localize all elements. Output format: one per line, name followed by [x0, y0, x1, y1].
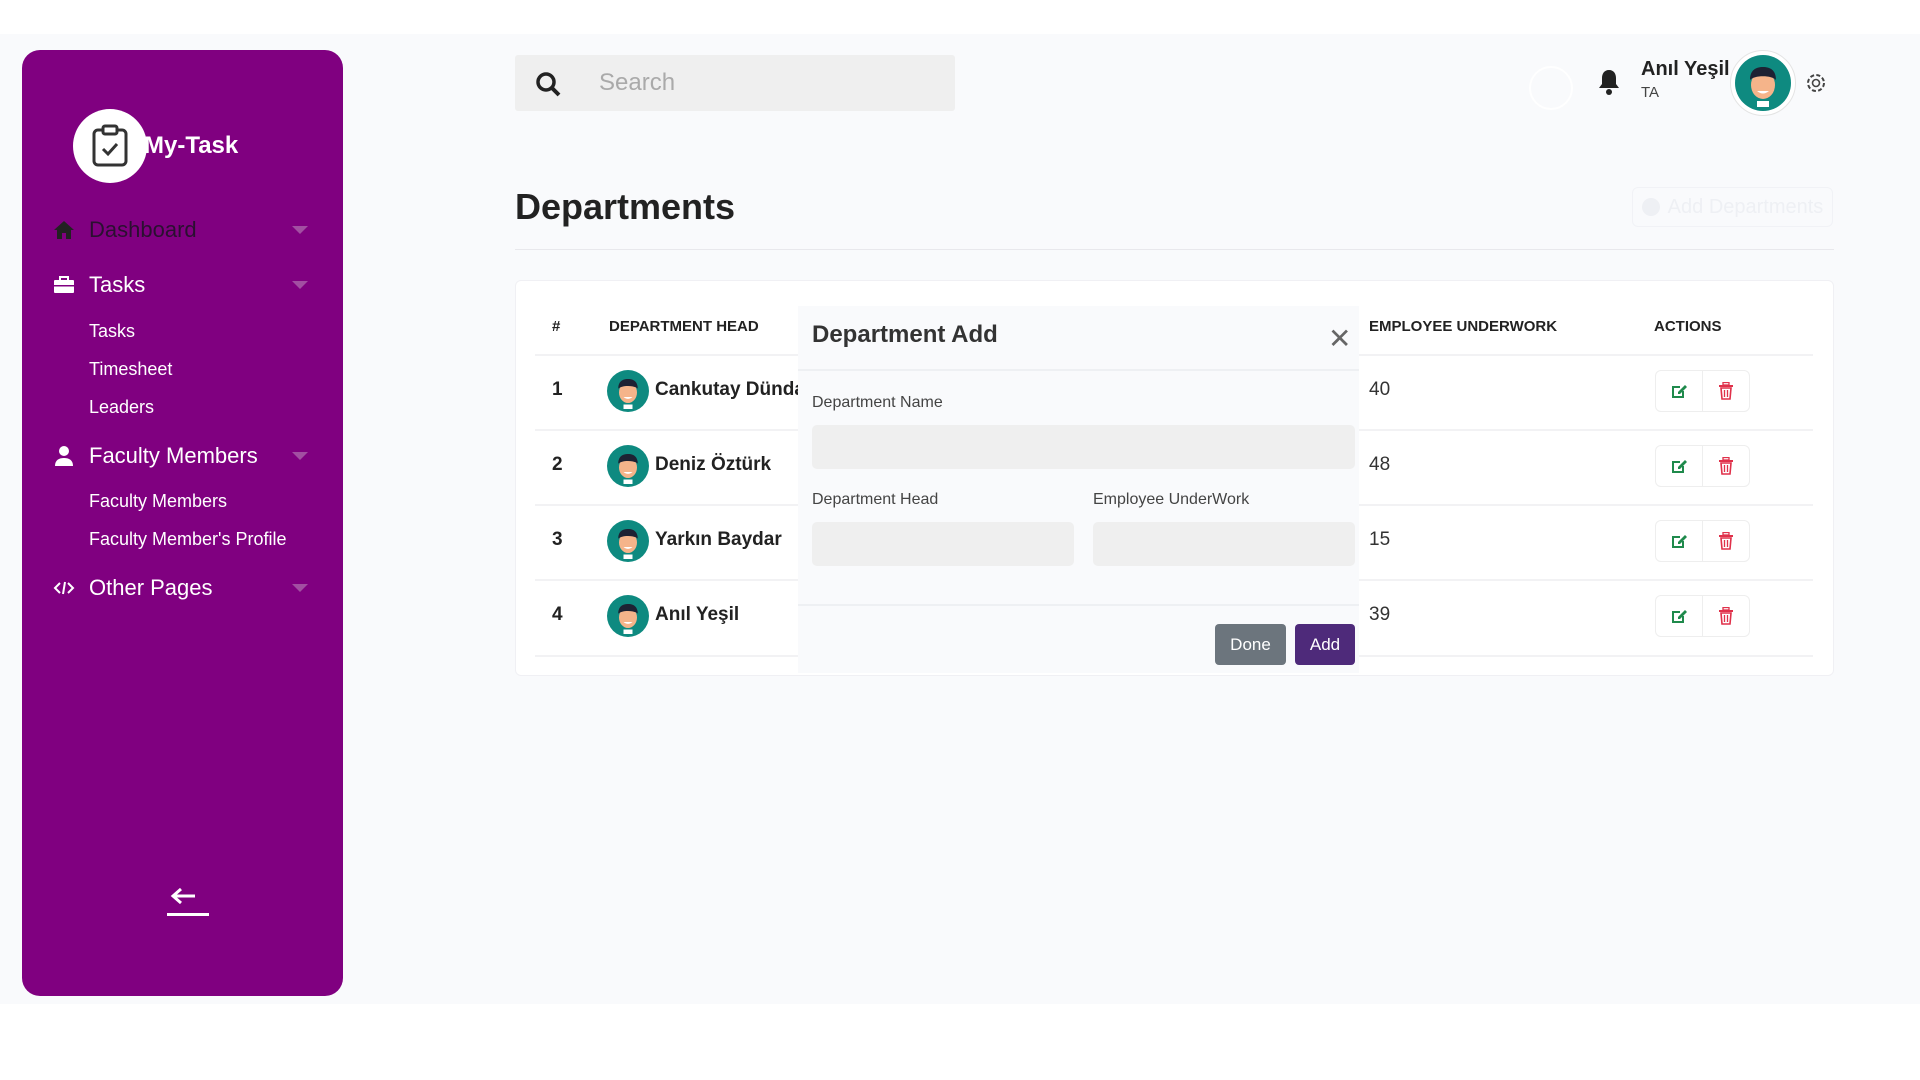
user-name: Anıl Yeşil — [1641, 58, 1730, 80]
add-departments-button[interactable]: Add Departments — [1632, 187, 1833, 227]
avatar — [607, 370, 649, 412]
row-number: 2 — [552, 454, 563, 475]
trash-icon[interactable] — [1703, 521, 1749, 561]
department-head-name: Yarkın Baydar — [655, 529, 782, 550]
sidebar: My-Task Dashboard Tasks Tasks Timesheet … — [22, 50, 343, 996]
row-number: 3 — [552, 529, 563, 550]
logo[interactable] — [73, 109, 147, 183]
department-add-modal: Department Add ✕ Department Name Departm… — [798, 306, 1359, 673]
avatar — [607, 520, 649, 562]
sidebar-item-label: Faculty Members — [89, 443, 258, 468]
bell-icon[interactable] — [1597, 68, 1621, 101]
gear-icon[interactable] — [1804, 71, 1828, 100]
plus-circle-icon — [1641, 198, 1660, 216]
row-actions — [1655, 445, 1750, 487]
divider — [798, 604, 1359, 606]
modal-title: Department Add — [812, 321, 998, 348]
column-header-actions: ACTIONS — [1654, 318, 1722, 335]
department-head-name: Anıl Yeşil — [655, 604, 740, 625]
employee-underwork-count: 40 — [1369, 379, 1391, 400]
collapse-sidebar-button[interactable] — [167, 885, 209, 922]
sidebar-item-label: Tasks — [89, 272, 146, 297]
avatar — [607, 445, 649, 487]
trash-icon[interactable] — [1703, 446, 1749, 486]
edit-icon[interactable] — [1656, 596, 1703, 636]
employee-underwork-count: 15 — [1369, 529, 1391, 550]
search-input[interactable]: Search — [599, 69, 676, 96]
page-title: Departments — [515, 186, 736, 227]
briefcase-icon — [52, 276, 76, 294]
sidebar-item-label: Other Pages — [89, 575, 213, 600]
sidebar-subitem-tasks[interactable]: Tasks — [89, 321, 136, 341]
sidebar-subitem-faculty-members[interactable]: Faculty Members — [89, 491, 228, 511]
add-departments-label: Add Departments — [1667, 195, 1824, 218]
sidebar-item-other-pages[interactable]: Other Pages — [22, 573, 343, 603]
edit-icon[interactable] — [1656, 371, 1703, 411]
sidebar-item-label: Dashboard — [89, 217, 197, 242]
chevron-down-icon — [292, 226, 308, 234]
sidebar-subitem-faculty-profile[interactable]: Faculty Member's Profile — [89, 529, 287, 549]
clipboard-check-icon — [92, 124, 128, 167]
employee-underwork-label: Employee UnderWork — [1093, 491, 1250, 508]
search-icon — [536, 72, 561, 97]
column-header-number: # — [552, 318, 561, 335]
employee-underwork-input[interactable] — [1093, 522, 1355, 566]
brand-name: My-Task — [144, 132, 239, 159]
home-icon — [52, 220, 76, 240]
edit-icon[interactable] — [1656, 446, 1703, 486]
department-head-input[interactable] — [812, 522, 1074, 566]
department-head-label: Department Head — [812, 491, 939, 508]
done-button[interactable]: Done — [1215, 624, 1286, 665]
department-name-input[interactable] — [812, 425, 1355, 469]
sidebar-item-tasks[interactable]: Tasks — [22, 270, 343, 300]
loading-indicator — [1529, 66, 1573, 110]
chevron-down-icon — [292, 452, 308, 460]
avatar[interactable] — [1730, 50, 1796, 116]
user-role: TA — [1641, 84, 1660, 101]
sidebar-item-dashboard[interactable]: Dashboard — [22, 215, 343, 245]
row-number: 1 — [552, 379, 563, 400]
add-button[interactable]: Add — [1295, 624, 1355, 665]
sidebar-item-faculty-members[interactable]: Faculty Members — [22, 441, 343, 471]
close-icon[interactable]: ✕ — [1328, 323, 1352, 354]
department-head-name: Cankutay Dünda — [655, 379, 805, 400]
column-header-department-head: DEPARTMENT HEAD — [609, 318, 759, 335]
department-name-label: Department Name — [812, 394, 943, 411]
divider — [798, 369, 1359, 371]
user-icon — [52, 445, 76, 467]
chevron-down-icon — [292, 584, 308, 592]
department-head-name: Deniz Öztürk — [655, 454, 772, 475]
avatar — [607, 595, 649, 637]
column-header-employee-underwork: EMPLOYEE UNDERWORK — [1369, 318, 1558, 335]
search-bar[interactable]: Search — [515, 55, 955, 111]
employee-underwork-count: 48 — [1369, 454, 1391, 475]
sidebar-subitem-leaders[interactable]: Leaders — [89, 397, 155, 417]
row-number: 4 — [552, 604, 563, 625]
row-actions — [1655, 595, 1750, 637]
edit-icon[interactable] — [1656, 521, 1703, 561]
trash-icon[interactable] — [1703, 371, 1749, 411]
divider — [515, 249, 1834, 250]
chevron-down-icon — [292, 281, 308, 289]
code-icon — [52, 580, 76, 596]
sidebar-subitem-timesheet[interactable]: Timesheet — [89, 359, 173, 379]
row-actions — [1655, 370, 1750, 412]
employee-underwork-count: 39 — [1369, 604, 1391, 625]
arrow-left-icon — [167, 887, 209, 916]
row-actions — [1655, 520, 1750, 562]
trash-icon[interactable] — [1703, 596, 1749, 636]
